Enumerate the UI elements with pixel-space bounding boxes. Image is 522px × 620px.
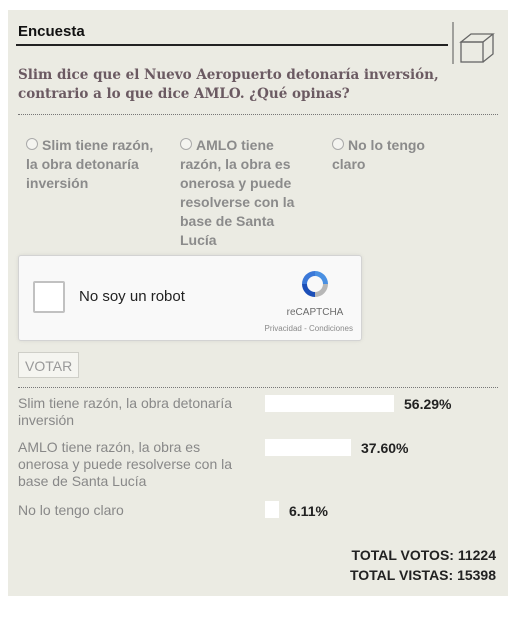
vote-button[interactable]: VOTAR	[18, 352, 80, 378]
option-slim[interactable]: Slim tiene razón, la obra detonaría inve…	[26, 136, 156, 193]
result-label: Slim tiene razón, la obra detonaría inve…	[18, 395, 233, 428]
radio-button[interactable]	[332, 138, 344, 150]
captcha-label: No soy un robot	[79, 288, 185, 305]
captcha-brand: reCAPTCHA	[286, 307, 344, 318]
dotted-divider	[18, 114, 498, 115]
poll-title: Encuesta	[18, 23, 85, 40]
total-votes: TOTAL VOTOS: 11224	[351, 547, 496, 563]
option-label: AMLO tiene razón, la obra es onerosa y p…	[180, 137, 295, 248]
box-icon	[452, 22, 495, 64]
recaptcha-widget: No soy un robot reCAPTCHA Privacidad - C…	[18, 255, 362, 341]
result-bar	[265, 395, 394, 412]
result-label: No lo tengo claro	[18, 502, 124, 518]
radio-button[interactable]	[180, 138, 192, 150]
result-label: AMLO tiene razón, la obra es onerosa y p…	[18, 439, 233, 489]
result-bar	[265, 501, 279, 518]
recaptcha-logo-icon	[302, 271, 328, 297]
result-percent: 6.11%	[289, 503, 328, 519]
total-views: TOTAL VISTAS: 15398	[349, 567, 496, 583]
captcha-links[interactable]: Privacidad - Condiciones	[264, 324, 354, 333]
poll-widget: Encuesta Slim dice que el Nuevo Aeropuer…	[8, 10, 508, 596]
option-label: Slim tiene razón, la obra detonaría inve…	[26, 137, 154, 191]
option-no-claro[interactable]: No lo tengo claro	[332, 136, 452, 174]
result-percent: 56.29%	[404, 396, 452, 412]
option-label: No lo tengo claro	[332, 137, 425, 172]
title-divider	[16, 44, 448, 46]
result-bar	[265, 439, 351, 456]
poll-question: Slim dice que el Nuevo Aeropuerto detona…	[18, 67, 439, 102]
radio-button[interactable]	[26, 138, 38, 150]
option-amlo[interactable]: AMLO tiene razón, la obra es onerosa y p…	[180, 136, 312, 250]
captcha-checkbox[interactable]	[33, 281, 65, 313]
result-percent: 37.60%	[361, 440, 409, 456]
dotted-divider	[18, 387, 498, 388]
